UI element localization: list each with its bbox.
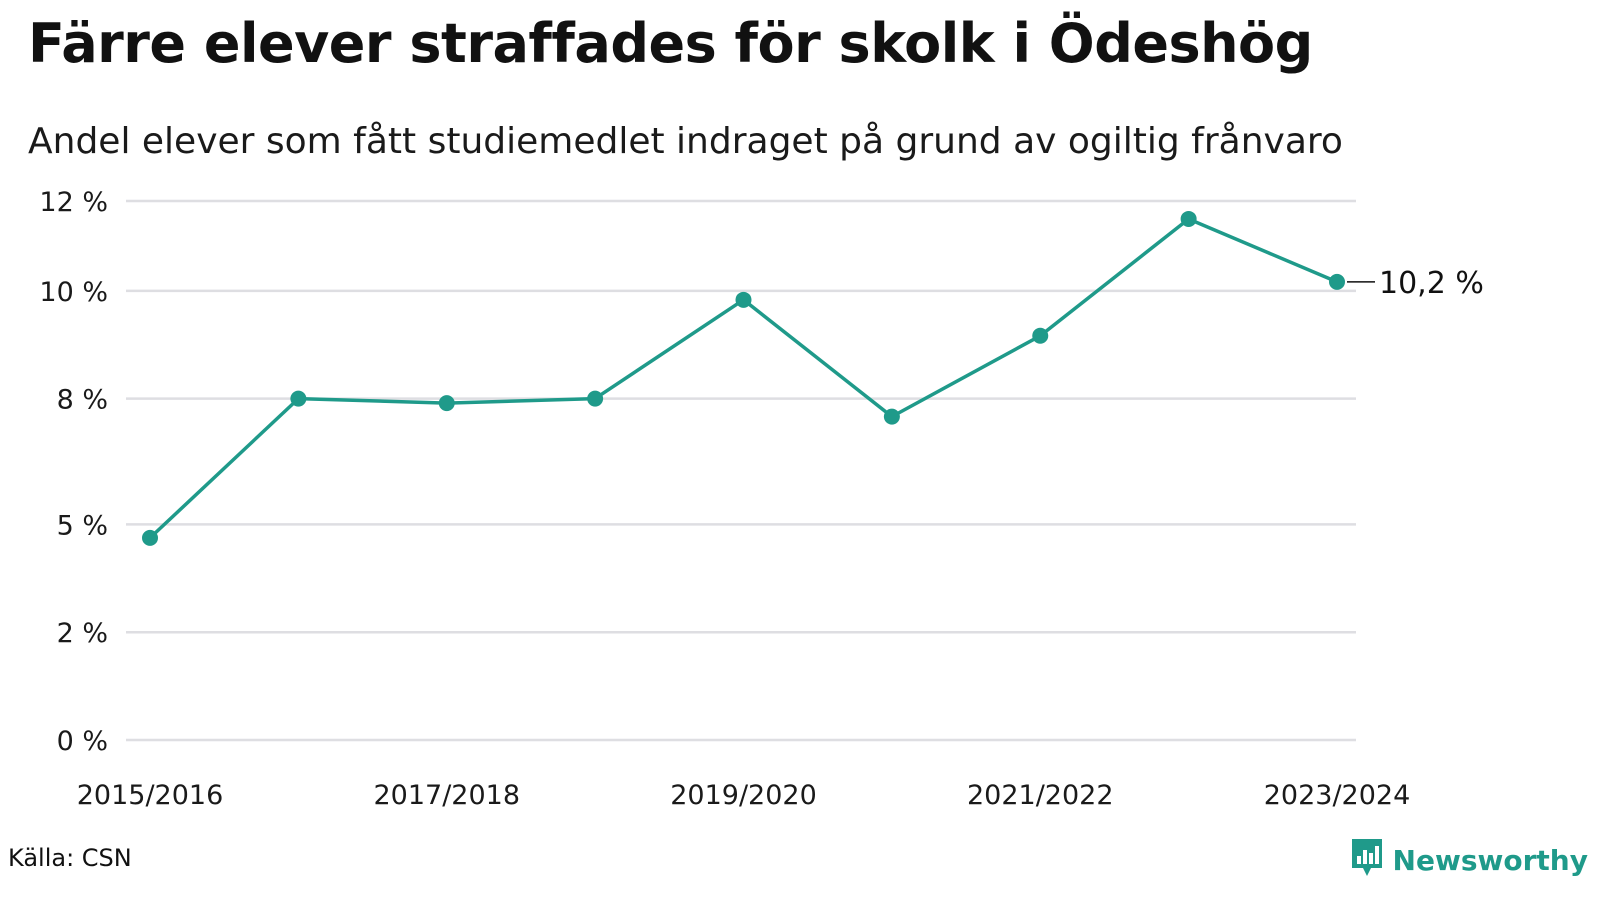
data-point [142, 529, 158, 546]
source-note: Källa: CSN [8, 844, 132, 872]
data-point [438, 395, 455, 412]
data-point [883, 408, 900, 425]
line-chart: 0 %2 %5 %8 %10 %12 % 2015/2016 2017/2018 2… [39, 187, 1484, 811]
chart-subtitle: Andel elever som fått studiemedlet indra… [28, 121, 1343, 162]
y-tick-label: 8 % [57, 385, 108, 416]
y-tick-label: 12 % [39, 187, 108, 218]
data-point [1180, 210, 1197, 227]
x-tick-label: 2021/2022 [967, 780, 1114, 811]
x-tick-label: 2017/2018 [373, 780, 520, 811]
brand-logo[interactable]: Newsworthy [1349, 836, 1588, 884]
y-tick-label: 5 % [57, 510, 108, 541]
brand-name: Newsworthy [1392, 843, 1588, 877]
chart-title: Färre elever straffades för skolk i Ödes… [28, 12, 1313, 75]
bar-chart-logo-icon [1349, 836, 1385, 884]
data-point [587, 390, 604, 407]
y-axis-ticks: 0 % 2 % 5 % 8 % 10 % 12 % [39, 187, 108, 757]
gridlines [126, 199, 1356, 742]
end-value-label: 10,2 % [1379, 266, 1484, 301]
data-points [142, 210, 1345, 546]
data-point [1329, 273, 1345, 290]
x-tick-label: 2019/2020 [670, 780, 817, 811]
x-tick-label: 2023/2024 [1264, 780, 1411, 811]
x-tick-label: 2015/2016 [77, 780, 224, 811]
data-point [735, 291, 752, 308]
series-line [148, 217, 1338, 540]
data-point [1032, 327, 1049, 344]
y-tick-label: 0 % [57, 726, 108, 757]
data-point [290, 390, 307, 407]
y-tick-label: 2 % [57, 618, 108, 649]
x-axis-ticks: 2015/2016 2017/2018 2019/2020 2021/2022 2023… [77, 780, 1411, 811]
y-tick-label: 10 % [39, 277, 108, 308]
